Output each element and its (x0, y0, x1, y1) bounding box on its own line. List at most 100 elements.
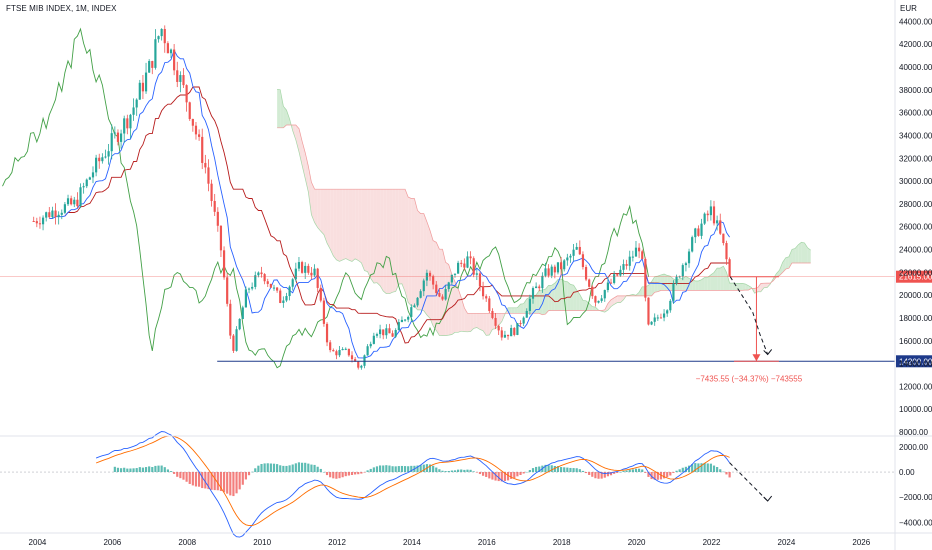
macd-histogram-bar (506, 472, 510, 481)
candle-body (307, 265, 310, 273)
candle-body (238, 319, 241, 330)
macd-histogram-bar (516, 472, 519, 477)
cloud-segment (582, 300, 587, 311)
macd-histogram-bar (313, 464, 316, 473)
projection-arrowhead (763, 349, 773, 356)
candle-body (222, 250, 226, 278)
macd-histogram-bar (294, 463, 297, 473)
candle-body (294, 268, 297, 280)
candle-body (435, 284, 438, 293)
macd-histogram-bar (494, 472, 497, 481)
cloud-segment (364, 189, 368, 272)
candle-body (204, 162, 207, 168)
macd-histogram-bar (628, 469, 631, 473)
macd-histogram-bar (257, 465, 260, 473)
macd-histogram-bar (666, 472, 669, 478)
macd-histogram-bar (176, 472, 179, 477)
macd-histogram-bar (619, 471, 622, 473)
macd-histogram-bar (463, 469, 466, 473)
cloud-segment (345, 189, 349, 261)
candle-body (260, 272, 263, 275)
macd-histogram-bar (419, 465, 422, 473)
candle-body (541, 275, 544, 289)
macd-histogram-bar (550, 465, 553, 473)
x-tick-label: 2010 (253, 538, 271, 547)
candle-body (566, 257, 569, 261)
macd-histogram-bar (453, 470, 457, 473)
macd-histogram-bar (609, 472, 613, 476)
candle-body (709, 206, 712, 216)
candle-body (101, 157, 104, 162)
candle-body (410, 307, 413, 317)
cloud-segment (314, 189, 318, 228)
macd-histogram-bar (475, 472, 478, 473)
cloud-segment (298, 128, 303, 166)
candle-body (282, 300, 285, 303)
x-tick-label: 2018 (553, 538, 571, 547)
cloud-segment (342, 189, 346, 260)
macd-histogram-bar (563, 467, 566, 473)
macd-histogram-bar (151, 467, 154, 473)
macd-histogram-bar (647, 472, 650, 477)
chikou-span-line (2, 27, 649, 369)
candle-body (173, 49, 176, 71)
macd-histogram-bar (291, 464, 294, 473)
currency-label: EUR (900, 4, 917, 13)
macd-histogram-bar (304, 462, 307, 473)
candle-body (166, 43, 169, 54)
cloud-segment (763, 283, 768, 288)
macd-histogram-bar (700, 463, 703, 473)
macd-histogram-bar (194, 472, 198, 487)
y-tick-label: 28000.00 (899, 200, 932, 209)
candle-body (132, 107, 135, 115)
macd-histogram-bar (316, 466, 319, 473)
macd-histogram-bar (510, 472, 513, 479)
macd-histogram-bar (138, 467, 141, 473)
macd-histogram-bar (126, 468, 129, 473)
macd-histogram-bar (662, 472, 666, 479)
candle-body (288, 286, 291, 297)
candle-body (347, 348, 350, 356)
macd-histogram-bar (522, 472, 525, 474)
macd-histogram-bar (385, 465, 388, 473)
candle-body (391, 333, 394, 337)
cloud-segment (445, 262, 449, 336)
candle-body (48, 212, 51, 218)
macd-histogram-bar (725, 472, 728, 475)
cloud-segment (489, 313, 493, 336)
x-tick-label: 2008 (178, 538, 196, 547)
y-tick-label: 34000.00 (899, 131, 932, 140)
macd-histogram-bar (148, 466, 151, 473)
candle-body (691, 237, 694, 252)
macd-histogram-bar (319, 468, 322, 473)
macd-histogram-bar (466, 469, 469, 473)
macd-histogram-bar (531, 468, 535, 473)
cloud-segment (704, 277, 708, 291)
candle-body (54, 210, 57, 217)
indicator-lines (2, 27, 811, 369)
cloud-segment (277, 89, 281, 128)
macd-histogram-bar (300, 462, 304, 473)
candle-body (247, 288, 251, 290)
candle-body (506, 334, 510, 337)
candle-body (703, 213, 706, 224)
macd-histogram-bar (712, 465, 716, 473)
candle-body (563, 260, 566, 270)
candle-body (235, 329, 238, 351)
cloud-segment (361, 189, 365, 271)
macd-histogram-bar (182, 472, 185, 480)
candle-body (697, 228, 700, 236)
macd-histogram-bar (350, 472, 354, 475)
cloud-segment (576, 290, 580, 311)
candle-body (379, 329, 382, 335)
macd-histogram-bar (460, 469, 463, 473)
candle-body (631, 256, 634, 258)
candle-body (681, 265, 684, 277)
candle-body (229, 303, 232, 336)
candle-body (329, 342, 332, 351)
candle-body (500, 330, 503, 338)
candle-body (176, 70, 179, 82)
macd-histogram-bar (357, 472, 360, 475)
cloud-segment (707, 274, 711, 291)
